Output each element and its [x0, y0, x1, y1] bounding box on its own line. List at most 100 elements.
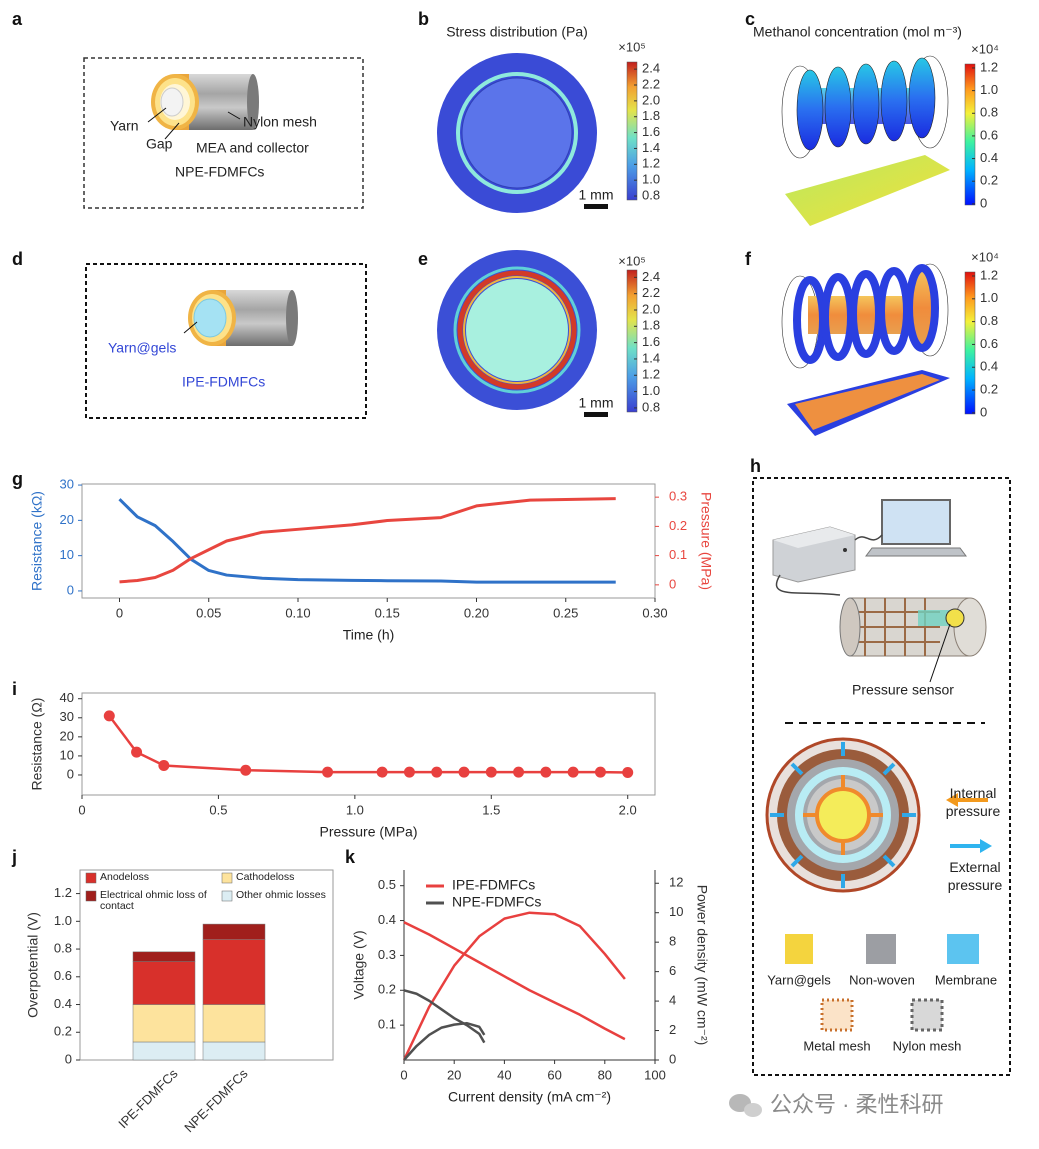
colorbar-multiplier: ×10⁴ — [971, 41, 999, 56]
concentration-map — [781, 263, 950, 436]
panel-label: k — [345, 847, 356, 867]
y2-tick-label: 8 — [669, 934, 676, 949]
x-tick-label: 1.5 — [482, 802, 500, 817]
legend-swatch — [221, 890, 233, 902]
colorbar-tick-label: 0.8 — [980, 313, 998, 328]
y2-tick-label: 6 — [669, 963, 676, 978]
y-tick-label: 0.4 — [378, 912, 396, 927]
data-line — [119, 497, 616, 584]
legend-swatch — [221, 872, 233, 884]
bar-segment — [202, 923, 266, 940]
colorbar-tick-label: 0.6 — [980, 336, 998, 351]
panel-label: c — [745, 9, 755, 29]
colorbar-tick-label: 0.4 — [980, 359, 998, 374]
colorbar-tick-label: 1.4 — [642, 140, 660, 155]
panel-a-illustration — [83, 57, 364, 209]
y2-tick-label: 0.1 — [669, 547, 687, 562]
scale-bar-label: 1 mm — [579, 187, 614, 203]
colorbar-tick-label: 0.8 — [642, 399, 660, 414]
data-line — [108, 715, 628, 774]
colorbar-multiplier: ×10⁵ — [618, 39, 645, 54]
colorbar-tick-label: 2.2 — [642, 285, 660, 300]
colorbar-tick-label: 0.2 — [980, 381, 998, 396]
stress-map — [437, 250, 608, 417]
colorbar-tick-label: 0.8 — [980, 105, 998, 120]
x-tick-label: 0.15 — [375, 605, 400, 620]
y-tick-label: 1.0 — [54, 913, 72, 928]
bar-segment — [132, 1041, 196, 1061]
y-tick-label: 0 — [65, 1051, 72, 1066]
data-line — [403, 921, 626, 1041]
legend-label: NPE-FDMFCs — [452, 894, 541, 910]
legend-label: Cathodeloss — [236, 872, 295, 883]
label: Membrane — [935, 972, 997, 987]
legend-label: Other ohmic losses — [236, 890, 326, 901]
x-tick-label: 0.30 — [642, 605, 667, 620]
colorbar-tick-label: 1.2 — [642, 156, 660, 171]
data-point — [540, 766, 552, 778]
panel-label: d — [12, 249, 23, 269]
x-axis-label: Pressure (MPa) — [319, 824, 417, 840]
concentration-map — [781, 55, 950, 226]
data-point — [158, 759, 170, 771]
bar-segment — [202, 1041, 266, 1061]
colorbar — [964, 271, 976, 415]
y2-tick-label: 12 — [669, 875, 683, 890]
y-tick-label: 0.3 — [378, 947, 396, 962]
y2-tick-label: 0.3 — [669, 489, 687, 504]
panel-label: f — [745, 249, 752, 269]
y2-tick-label: 10 — [669, 904, 683, 919]
plot-frame — [81, 483, 656, 599]
data-point — [376, 766, 388, 778]
y2-tick-label: 0.2 — [669, 518, 687, 533]
panel-h-illustration — [752, 477, 1011, 1076]
x-tick-label: 100 — [644, 1067, 666, 1082]
colorbar — [626, 269, 638, 413]
colorbar-tick-label: 2.4 — [642, 269, 660, 284]
watermark: 公众号 · 柔性科研 — [770, 1092, 944, 1117]
colorbar-tick-label: 0 — [980, 404, 987, 419]
data-line — [403, 1021, 486, 1061]
colorbar-tick-label: 1.0 — [980, 290, 998, 305]
bar-segment — [132, 961, 196, 1005]
data-point — [458, 766, 470, 778]
label: Pressure sensor — [852, 682, 954, 698]
y-tick-label: 10 — [60, 747, 74, 762]
y-tick-label: 0.4 — [54, 996, 72, 1011]
colorbar-tick-label: 0.6 — [980, 127, 998, 142]
colorbar-tick-label: 1.6 — [642, 334, 660, 349]
y2-tick-label: 4 — [669, 993, 676, 1008]
colorbar-tick-label: 2.0 — [642, 92, 660, 107]
label: Nylon mesh — [893, 1038, 962, 1053]
colorbar-tick-label: 1.8 — [642, 108, 660, 123]
panel-label: j — [11, 847, 17, 867]
y-tick-label: 30 — [60, 476, 74, 491]
y-axis-label: Resistance (kΩ) — [29, 491, 45, 591]
panel-d-illustration — [85, 263, 367, 419]
x-tick-label: 0.25 — [553, 605, 578, 620]
data-point — [513, 766, 525, 778]
colorbar-tick-label: 0.8 — [642, 187, 660, 202]
data-point — [103, 710, 115, 722]
colorbar-tick-label: 1.0 — [642, 172, 660, 187]
colorbar-multiplier: ×10⁴ — [971, 249, 999, 264]
panel-label: g — [12, 469, 23, 489]
panel-label: a — [12, 9, 23, 29]
label: Gap — [146, 136, 173, 152]
label: Yarn@gels — [767, 972, 831, 987]
colorbar — [626, 61, 638, 201]
label: Yarn — [110, 118, 139, 134]
x-tick-label: 60 — [547, 1067, 561, 1082]
panel-label: b — [418, 9, 429, 29]
panel-title: Methanol concentration (mol m⁻³) — [753, 24, 962, 40]
label: MEA and collector — [196, 140, 309, 156]
y-tick-label: 0.5 — [378, 877, 396, 892]
bar-segment — [202, 1004, 266, 1043]
colorbar-tick-label: 1.8 — [642, 318, 660, 333]
legend-label: Electrical ohmic loss of contact — [100, 890, 207, 912]
colorbar-tick-label: 0.2 — [980, 173, 998, 188]
y-axis-label: Overpotential (V) — [25, 912, 41, 1018]
colorbar-tick-label: 1.0 — [980, 82, 998, 97]
plot-frame — [81, 692, 656, 796]
